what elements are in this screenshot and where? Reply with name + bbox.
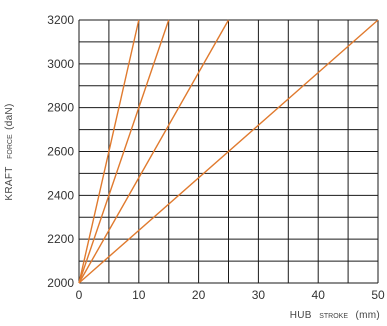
x-tick-label: 0: [76, 288, 83, 302]
x-axis-label-main: HUB: [290, 310, 312, 321]
y-tick-label: 2000: [47, 276, 74, 290]
x-axis-label-sub: STROKE: [319, 313, 348, 320]
series-line-4: [78, 19, 379, 284]
y-tick-label: 2600: [47, 145, 74, 159]
y-axis-label-unit: (daN): [4, 103, 15, 130]
x-tick-label: 20: [192, 288, 206, 302]
x-tick-label: 30: [252, 288, 266, 302]
series-line-1: [78, 19, 140, 284]
y-axis-label-sub: FORCE: [7, 134, 14, 159]
x-tick-label: 40: [312, 288, 326, 302]
series-lines: [78, 19, 379, 284]
x-axis-label-unit: (mm): [355, 310, 380, 321]
series-line-2: [78, 19, 170, 284]
x-tick-label: 50: [371, 288, 385, 302]
y-axis-label: KRAFT FORCE (daN): [0, 103, 16, 200]
series-line-3: [78, 19, 230, 284]
x-axis-label: HUB STROKE (mm): [290, 305, 380, 322]
y-tick-label: 3200: [47, 13, 74, 27]
tick-labels: 0 10 20 30 40 50 2000 2200 2400 2600 2800 3000 3200: [47, 13, 385, 302]
x-tick-label: 10: [132, 288, 146, 302]
y-tick-label: 2400: [47, 188, 74, 202]
y-axis-label-main: KRAFT: [4, 166, 15, 200]
y-tick-label: 2200: [47, 232, 74, 246]
y-tick-label: 2800: [47, 101, 74, 115]
y-tick-label: 3000: [47, 57, 74, 71]
